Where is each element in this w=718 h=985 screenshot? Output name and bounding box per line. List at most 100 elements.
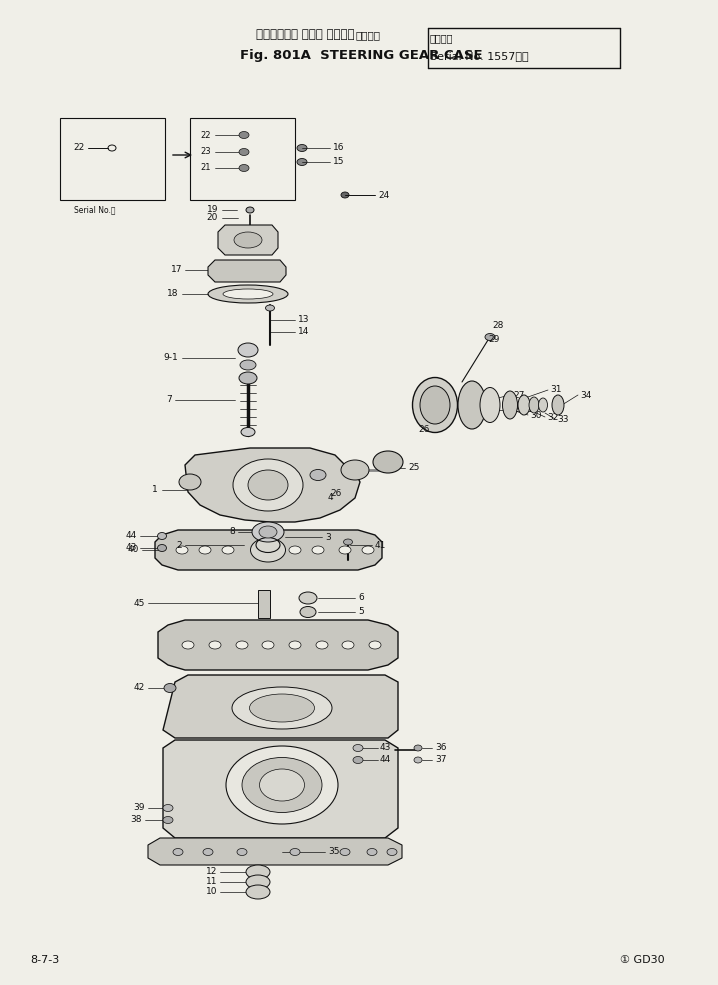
Ellipse shape bbox=[163, 805, 173, 812]
Ellipse shape bbox=[239, 132, 249, 139]
Text: 15: 15 bbox=[333, 158, 345, 166]
Text: 26: 26 bbox=[419, 426, 430, 434]
Text: 11: 11 bbox=[205, 878, 217, 886]
Text: 44: 44 bbox=[126, 532, 137, 541]
Text: 2: 2 bbox=[177, 541, 182, 550]
Text: ① GD30: ① GD30 bbox=[620, 955, 665, 965]
Text: Serial No. 1557～）: Serial No. 1557～） bbox=[430, 51, 528, 61]
Text: 7: 7 bbox=[167, 396, 172, 405]
Ellipse shape bbox=[413, 377, 457, 432]
Text: 13: 13 bbox=[298, 315, 309, 324]
Text: 42: 42 bbox=[134, 684, 145, 692]
Text: 45: 45 bbox=[134, 599, 145, 608]
Ellipse shape bbox=[176, 546, 188, 554]
Polygon shape bbox=[218, 225, 278, 255]
Text: 20: 20 bbox=[207, 214, 218, 223]
Text: 43: 43 bbox=[380, 744, 391, 753]
Ellipse shape bbox=[367, 848, 377, 856]
Ellipse shape bbox=[157, 545, 167, 552]
Text: 44: 44 bbox=[380, 755, 391, 764]
Ellipse shape bbox=[342, 641, 354, 649]
Bar bbox=[258, 590, 270, 618]
Text: 9-1: 9-1 bbox=[163, 354, 178, 362]
Ellipse shape bbox=[290, 848, 300, 856]
Text: 43: 43 bbox=[126, 544, 137, 553]
Text: Fig. 801A  STEERING GEAR CASE: Fig. 801A STEERING GEAR CASE bbox=[240, 48, 482, 61]
Ellipse shape bbox=[414, 757, 422, 763]
Ellipse shape bbox=[239, 164, 249, 171]
Ellipse shape bbox=[414, 745, 422, 751]
Ellipse shape bbox=[251, 538, 286, 562]
Ellipse shape bbox=[252, 522, 284, 542]
Ellipse shape bbox=[310, 470, 326, 481]
Text: 18: 18 bbox=[167, 290, 178, 298]
Text: 8-7-3: 8-7-3 bbox=[30, 955, 60, 965]
Ellipse shape bbox=[246, 875, 270, 889]
Ellipse shape bbox=[353, 756, 363, 763]
Ellipse shape bbox=[259, 526, 277, 538]
Ellipse shape bbox=[518, 395, 530, 415]
Ellipse shape bbox=[289, 641, 301, 649]
Ellipse shape bbox=[232, 687, 332, 729]
Ellipse shape bbox=[157, 533, 167, 540]
Ellipse shape bbox=[223, 289, 273, 299]
Text: 37: 37 bbox=[435, 755, 447, 764]
Ellipse shape bbox=[240, 360, 256, 370]
Text: 27-1: 27-1 bbox=[513, 406, 533, 415]
Ellipse shape bbox=[420, 386, 450, 424]
Ellipse shape bbox=[252, 546, 264, 554]
Text: 35: 35 bbox=[328, 847, 340, 857]
Text: 34: 34 bbox=[580, 390, 592, 400]
Text: 25: 25 bbox=[408, 464, 419, 473]
Polygon shape bbox=[158, 620, 398, 670]
Ellipse shape bbox=[246, 207, 254, 213]
Ellipse shape bbox=[233, 459, 303, 511]
Ellipse shape bbox=[182, 641, 194, 649]
Text: 29: 29 bbox=[488, 336, 500, 345]
Ellipse shape bbox=[343, 539, 353, 545]
Text: 16: 16 bbox=[333, 144, 345, 153]
Text: 32: 32 bbox=[547, 413, 559, 422]
Text: 22: 22 bbox=[200, 130, 210, 140]
Text: 1: 1 bbox=[152, 486, 158, 494]
Ellipse shape bbox=[503, 391, 518, 419]
Ellipse shape bbox=[297, 159, 307, 165]
Ellipse shape bbox=[237, 848, 247, 856]
Ellipse shape bbox=[316, 641, 328, 649]
Ellipse shape bbox=[289, 546, 301, 554]
Ellipse shape bbox=[234, 232, 262, 248]
Ellipse shape bbox=[179, 474, 201, 490]
Text: 27: 27 bbox=[513, 390, 524, 400]
Ellipse shape bbox=[199, 546, 211, 554]
Ellipse shape bbox=[341, 192, 349, 198]
Bar bbox=[60, 118, 165, 200]
Ellipse shape bbox=[369, 641, 381, 649]
Ellipse shape bbox=[480, 387, 500, 423]
Ellipse shape bbox=[242, 757, 322, 813]
Ellipse shape bbox=[246, 865, 270, 879]
Ellipse shape bbox=[249, 694, 314, 722]
Text: 28: 28 bbox=[492, 320, 503, 330]
Text: 適用号機: 適用号機 bbox=[430, 33, 454, 43]
Ellipse shape bbox=[340, 848, 350, 856]
Text: 適用号機: 適用号機 bbox=[355, 30, 380, 40]
Ellipse shape bbox=[259, 769, 304, 801]
Text: 26: 26 bbox=[330, 489, 341, 497]
Ellipse shape bbox=[241, 427, 255, 436]
Ellipse shape bbox=[529, 397, 539, 413]
Ellipse shape bbox=[362, 546, 374, 554]
Ellipse shape bbox=[226, 746, 338, 824]
Text: 30: 30 bbox=[530, 411, 541, 420]
Ellipse shape bbox=[236, 641, 248, 649]
Text: 21: 21 bbox=[200, 164, 210, 172]
Ellipse shape bbox=[341, 460, 369, 480]
Ellipse shape bbox=[373, 451, 403, 473]
Ellipse shape bbox=[239, 149, 249, 156]
Ellipse shape bbox=[339, 546, 351, 554]
Ellipse shape bbox=[485, 334, 495, 341]
Polygon shape bbox=[163, 675, 398, 738]
Ellipse shape bbox=[239, 372, 257, 384]
Text: 17: 17 bbox=[170, 266, 182, 275]
Text: 19: 19 bbox=[207, 206, 218, 215]
Ellipse shape bbox=[458, 381, 486, 429]
